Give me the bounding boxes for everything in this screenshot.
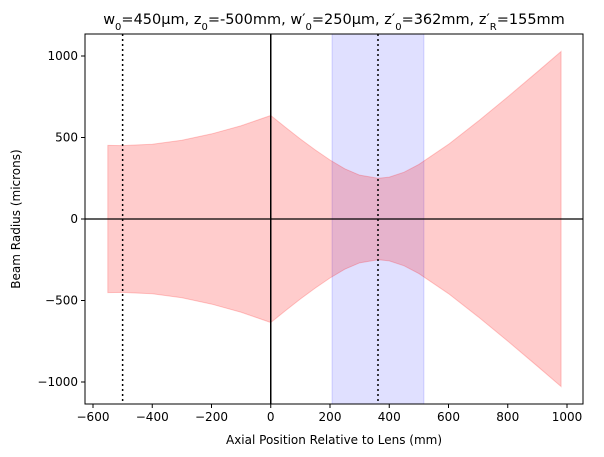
y-axis-label: Beam Radius (microns) (9, 149, 23, 288)
title-part: =450µm, z (121, 12, 201, 28)
title-part: 0 (201, 22, 207, 33)
x-tick-label: 600 (437, 410, 460, 424)
x-tick-label: −600 (77, 410, 110, 424)
x-tick-label: 800 (496, 410, 519, 424)
title-part: =362mm, z′ (402, 12, 490, 28)
title-part: 0 (115, 22, 121, 33)
title-part: =-500mm, w′ (208, 12, 306, 28)
x-tick-label: −200 (195, 410, 228, 424)
title-part: 0 (395, 22, 401, 33)
title-part: =155mm (497, 12, 565, 28)
y-tick-label: −1000 (37, 375, 78, 389)
y-tick-label: 0 (70, 212, 78, 226)
x-tick-label: 1000 (552, 410, 583, 424)
y-tick-label: −500 (45, 293, 78, 307)
x-tick-label: 400 (378, 410, 401, 424)
x-tick-label: 200 (319, 410, 342, 424)
y-tick-label: 1000 (47, 49, 78, 63)
title-part: R (490, 22, 497, 33)
x-tick-label: 0 (267, 410, 275, 424)
y-tick-label: 500 (55, 131, 78, 145)
title-part: w (103, 12, 115, 28)
x-axis-label: Axial Position Relative to Lens (mm) (226, 433, 442, 447)
x-tick-label: −400 (136, 410, 169, 424)
title-part: =250µm, z′ (312, 12, 395, 28)
chart-title: w0=450µm, z0=-500mm, w′0=250µm, z′0=362m… (103, 12, 565, 33)
title-part: 0 (306, 22, 312, 33)
